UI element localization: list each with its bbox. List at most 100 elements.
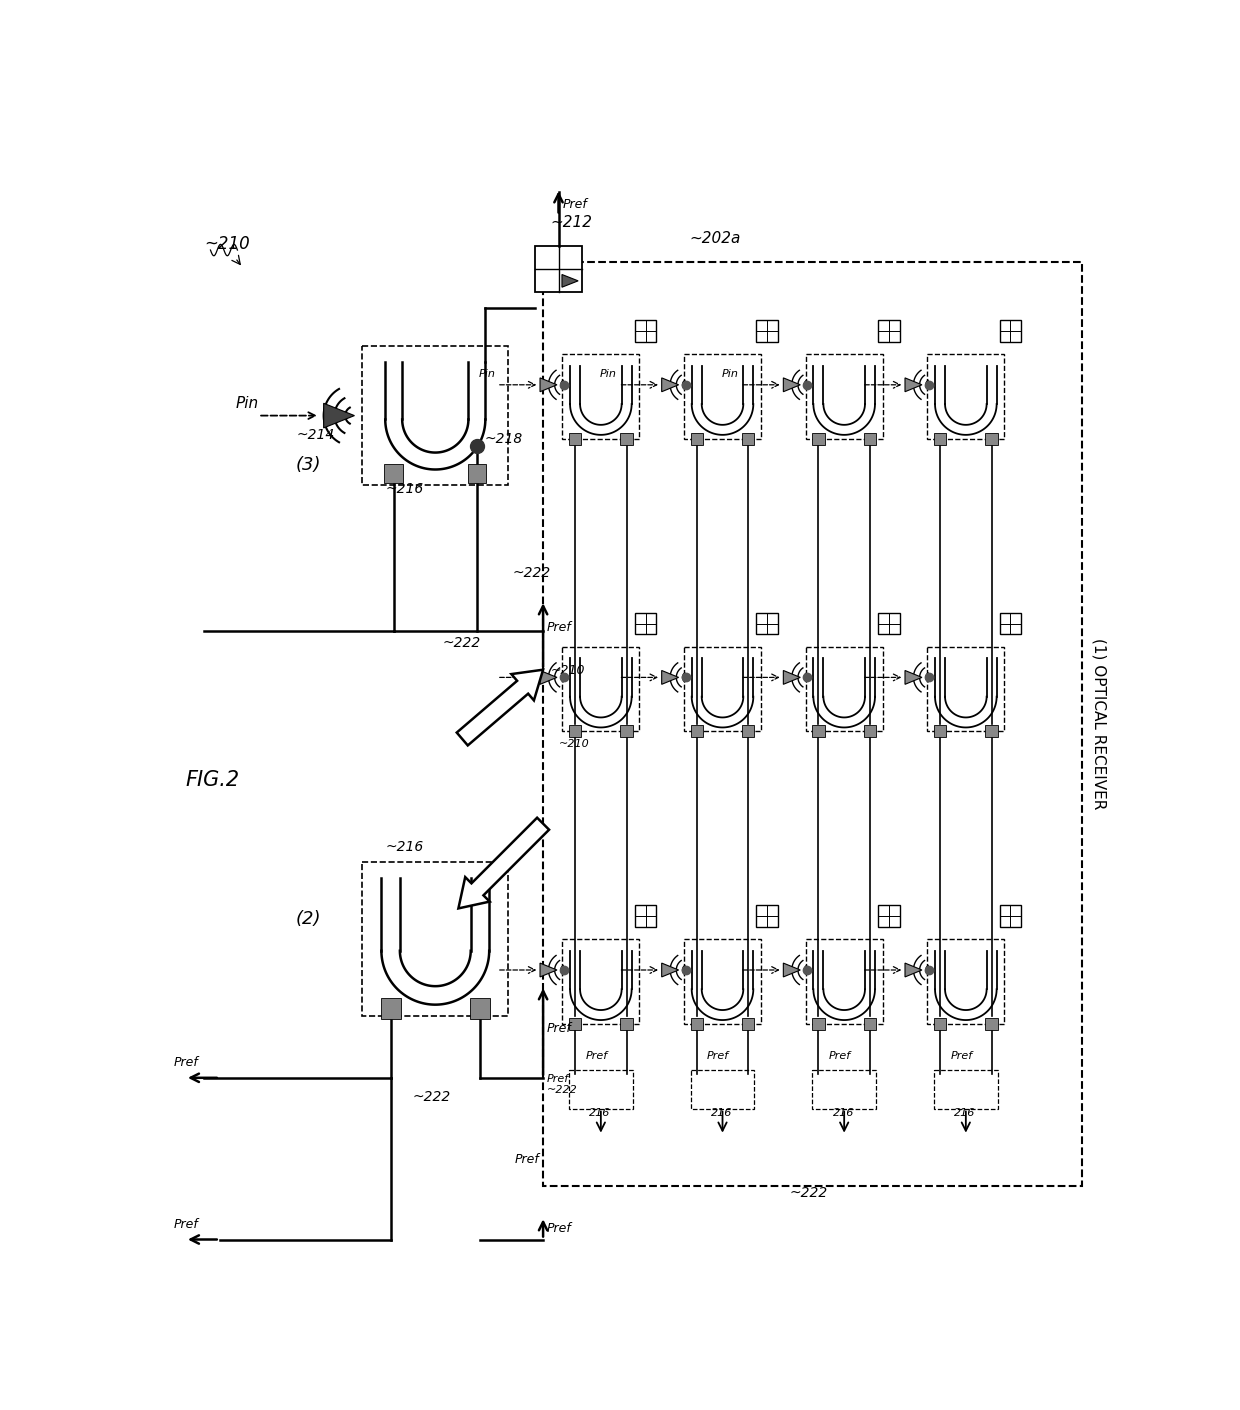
Bar: [928, 939, 1004, 1024]
Text: Pref: Pref: [547, 1073, 569, 1084]
Text: ~210: ~210: [551, 664, 585, 677]
Bar: [362, 862, 508, 1017]
Text: Pref: Pref: [950, 1050, 972, 1060]
Bar: [569, 1018, 582, 1031]
Text: ~222: ~222: [790, 1186, 828, 1200]
Bar: [999, 320, 1022, 341]
Bar: [756, 613, 777, 634]
Text: (3): (3): [295, 455, 321, 474]
Bar: [684, 939, 761, 1024]
Bar: [1011, 331, 1022, 341]
Text: ~222: ~222: [443, 636, 481, 650]
Bar: [986, 725, 998, 737]
Text: Pref: Pref: [174, 1218, 198, 1231]
Bar: [684, 647, 761, 732]
Bar: [635, 613, 656, 634]
Bar: [878, 905, 899, 926]
Bar: [536, 247, 582, 292]
Bar: [928, 647, 1004, 732]
Text: (2): (2): [295, 909, 321, 928]
Bar: [684, 354, 761, 439]
Bar: [806, 647, 883, 732]
Text: ~222: ~222: [512, 567, 551, 581]
Bar: [999, 613, 1022, 634]
Text: 216: 216: [955, 1108, 976, 1118]
Bar: [569, 1070, 632, 1108]
Bar: [934, 433, 946, 446]
Polygon shape: [459, 818, 549, 908]
Text: ~216: ~216: [386, 482, 424, 495]
Bar: [768, 623, 777, 634]
Polygon shape: [662, 963, 678, 977]
Text: Pref: Pref: [547, 1022, 572, 1035]
Polygon shape: [662, 671, 678, 684]
Polygon shape: [541, 671, 557, 684]
Polygon shape: [541, 963, 557, 977]
Polygon shape: [662, 378, 678, 392]
Bar: [635, 320, 656, 341]
Text: ~222: ~222: [547, 1086, 578, 1096]
Text: Pref: Pref: [563, 197, 587, 210]
Bar: [743, 725, 754, 737]
Text: Pref: Pref: [828, 1050, 851, 1060]
Bar: [691, 433, 703, 446]
Bar: [563, 354, 640, 439]
Bar: [569, 725, 582, 737]
Bar: [743, 433, 754, 446]
Text: ~214: ~214: [296, 427, 335, 441]
Text: 216: 216: [832, 1108, 854, 1118]
Polygon shape: [456, 670, 543, 746]
Text: ~222: ~222: [412, 1090, 450, 1104]
Bar: [646, 331, 656, 341]
Bar: [646, 623, 656, 634]
Text: Pref: Pref: [547, 1222, 572, 1235]
Bar: [756, 905, 777, 926]
Polygon shape: [324, 403, 355, 427]
Text: FIG.2: FIG.2: [185, 770, 239, 790]
Bar: [864, 725, 877, 737]
Text: (1) OPTICAL RECEIVER: (1) OPTICAL RECEIVER: [1091, 637, 1106, 809]
Bar: [864, 1018, 877, 1031]
Bar: [467, 464, 486, 482]
Text: ~212: ~212: [551, 214, 593, 230]
Bar: [691, 1070, 754, 1108]
Bar: [934, 725, 946, 737]
Bar: [384, 464, 403, 482]
Bar: [768, 916, 777, 926]
Bar: [934, 1018, 946, 1031]
Bar: [756, 320, 777, 341]
Text: Pin: Pin: [600, 368, 618, 379]
Bar: [812, 725, 825, 737]
Bar: [563, 939, 640, 1024]
Text: ~216: ~216: [386, 839, 424, 853]
Bar: [864, 433, 877, 446]
Bar: [812, 1070, 877, 1108]
Bar: [1011, 623, 1022, 634]
Bar: [934, 1070, 998, 1108]
Bar: [563, 647, 640, 732]
Text: 216: 216: [589, 1108, 610, 1118]
Polygon shape: [905, 378, 921, 392]
Bar: [812, 1018, 825, 1031]
Bar: [543, 262, 1083, 1186]
Bar: [928, 354, 1004, 439]
Bar: [569, 433, 582, 446]
Bar: [889, 916, 899, 926]
Text: Pref: Pref: [585, 1050, 608, 1060]
Polygon shape: [784, 963, 800, 977]
Bar: [986, 433, 998, 446]
Bar: [381, 998, 401, 1018]
Text: Pin: Pin: [722, 368, 739, 379]
Bar: [806, 939, 883, 1024]
Polygon shape: [784, 378, 800, 392]
Text: Pin: Pin: [479, 368, 495, 379]
Bar: [768, 331, 777, 341]
Bar: [620, 1018, 632, 1031]
Bar: [646, 916, 656, 926]
Polygon shape: [562, 275, 578, 288]
Bar: [889, 623, 899, 634]
Bar: [691, 725, 703, 737]
Bar: [635, 905, 656, 926]
Bar: [1011, 916, 1022, 926]
Bar: [889, 331, 899, 341]
